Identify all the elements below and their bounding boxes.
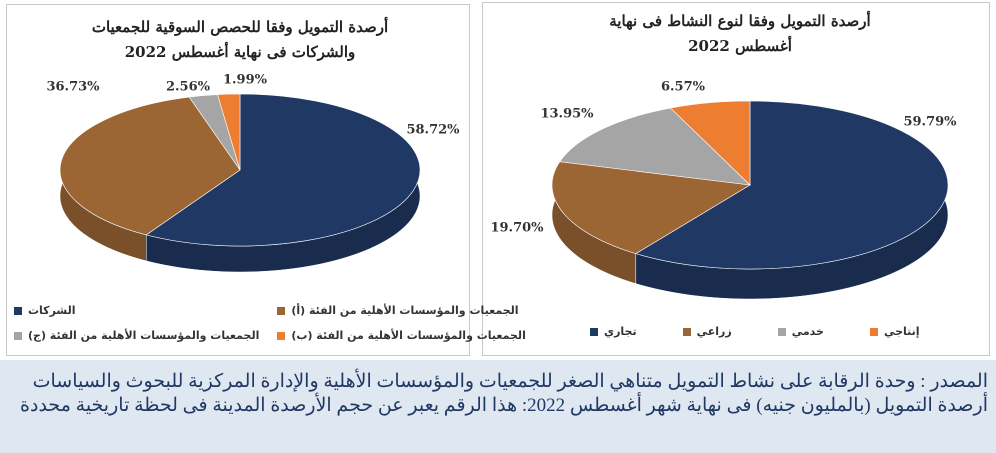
legend-label: تجاري — [604, 325, 637, 338]
legend-label: الجمعيات والمؤسسات الأهلية من الفئة (ب) — [291, 329, 526, 342]
legend-swatch — [277, 331, 286, 340]
legend-label: الجمعيات والمؤسسات الأهلية من الفئة (ج) — [28, 329, 260, 342]
legend-swatch — [869, 327, 878, 336]
value-label: 36.73% — [46, 80, 100, 95]
chart-title: أرصدة التمويل وفقا لنوع النشاط فى نهاية … — [609, 12, 871, 55]
pie-slice — [217, 93, 241, 171]
pie-slice — [59, 96, 241, 236]
legend-item: زراعي — [682, 325, 732, 338]
legend-swatch — [590, 327, 598, 336]
value-label: 59.79% — [903, 115, 957, 130]
legend-label: إنتاجي — [883, 325, 920, 338]
pie-slice — [669, 100, 751, 186]
legend-item: خدمي — [777, 325, 824, 338]
legend-label: الشركات — [28, 304, 76, 317]
source-note: المصدر : وحدة الرقابة على نشاط التمويل م… — [8, 370, 988, 418]
source-line: أرصدة التمويل (بالمليون جنيه) فى نهاية ش… — [20, 395, 988, 416]
value-label: 13.95% — [540, 107, 594, 122]
value-label: 58.72% — [406, 123, 460, 138]
legend-swatch — [14, 331, 22, 340]
pie-slice — [559, 107, 751, 186]
legend-swatch — [14, 306, 22, 315]
legend-label: خدمي — [791, 325, 824, 338]
legend-item: تجاري — [590, 325, 637, 338]
legend-item: إنتاجي — [869, 325, 920, 338]
value-label: 2.56% — [166, 80, 211, 95]
legend-label: زراعي — [696, 325, 732, 338]
legend-item: الجمعيات والمؤسسات الأهلية من الفئة (ب) — [277, 329, 526, 342]
pie-slice — [551, 161, 751, 254]
value-label: 6.57% — [661, 80, 706, 95]
value-label: 19.70% — [490, 221, 544, 236]
value-label: 1.99% — [223, 73, 268, 88]
legend-swatch — [277, 306, 286, 315]
pie-slice — [145, 93, 421, 247]
legend-item: الجمعيات والمؤسسات الأهلية من الفئة (ج) — [14, 329, 259, 342]
source-line: المصدر : وحدة الرقابة على نشاط التمويل م… — [32, 371, 988, 392]
legend-item: الجمعيات والمؤسسات الأهلية من الفئة (أ) — [277, 304, 525, 317]
legend: تجاري زراعي خدمي إنتاجي — [590, 325, 920, 338]
pie-slice — [635, 100, 949, 270]
legend-label: الجمعيات والمؤسسات الأهلية من الفئة (أ) — [291, 304, 519, 317]
legend-item: الشركات — [14, 304, 259, 317]
footer-band — [0, 360, 996, 453]
legend-swatch — [682, 327, 691, 336]
legend: الشركات الجمعيات والمؤسسات الأهلية من الف… — [14, 304, 526, 342]
chart-title: أرصدة التمويل وفقا للحصص السوقية للجمعيا… — [91, 18, 389, 61]
legend-swatch — [777, 327, 786, 336]
